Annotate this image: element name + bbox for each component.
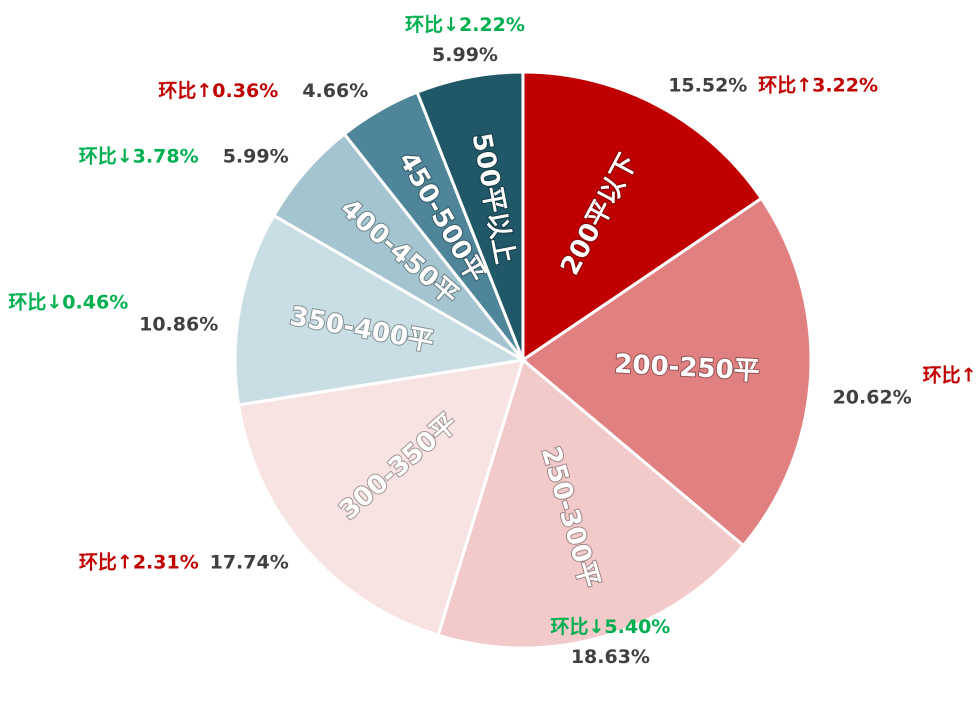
value-label: 18.63%	[571, 646, 650, 668]
value-label: 15.52%	[668, 75, 747, 97]
change-label: 环比↓0.46%	[8, 292, 128, 314]
value-label: 4.66%	[302, 80, 368, 102]
value-label: 10.86%	[139, 314, 218, 336]
value-label: 20.62%	[833, 387, 912, 409]
pie-slice	[236, 358, 526, 638]
pie-slice	[520, 196, 813, 548]
change-label: 环比↓3.78%	[79, 146, 199, 168]
change-label: 环比↑0.36%	[158, 80, 278, 102]
change-label: 环比↑2.31%	[79, 552, 199, 574]
value-label: 5.99%	[432, 44, 498, 66]
pie-slice	[415, 70, 525, 361]
change-label: 环比↑3.22%	[758, 75, 878, 97]
value-label: 17.74%	[210, 552, 289, 574]
change-label: 环比↑5.97%	[923, 365, 976, 387]
pie-slice	[233, 213, 528, 407]
pie-slice	[521, 70, 764, 363]
change-label: 环比↓5.40%	[550, 616, 670, 638]
change-label: 环比↓2.22%	[405, 14, 525, 36]
value-label: 5.99%	[223, 146, 289, 168]
pie-slice	[436, 357, 746, 650]
